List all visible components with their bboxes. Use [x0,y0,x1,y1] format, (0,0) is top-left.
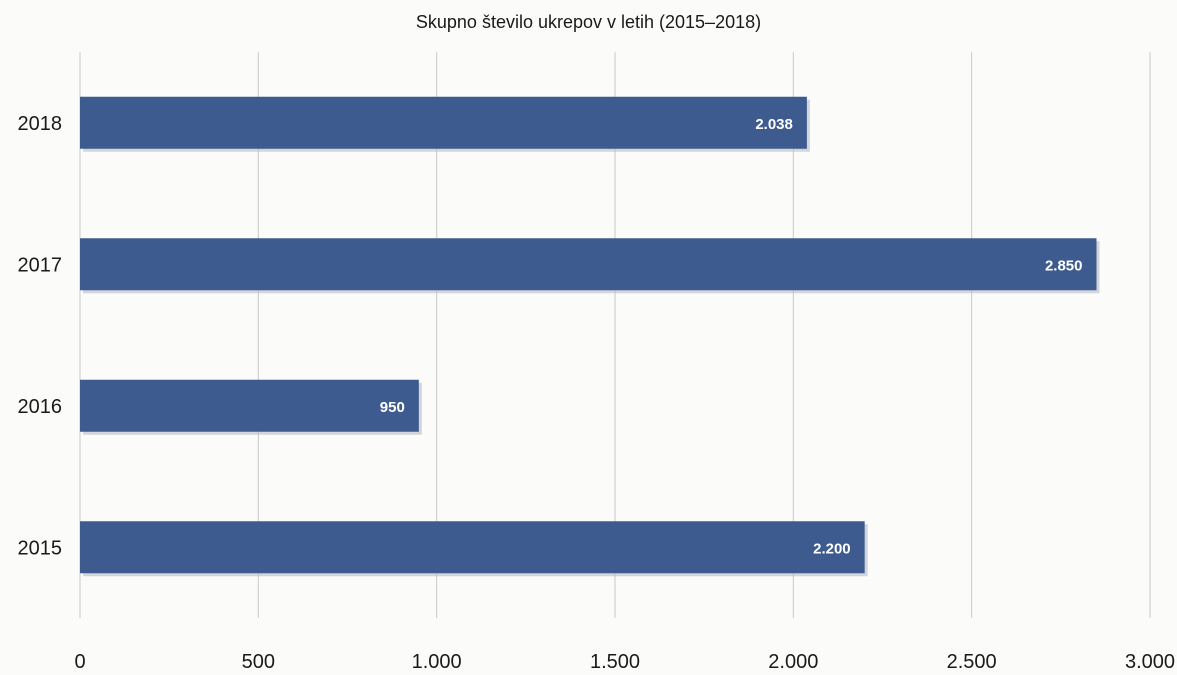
category-label-2016: 2016 [18,396,63,418]
data-label-2015: 2.200 [813,540,851,557]
data-label-2017: 2.850 [1045,257,1083,274]
label-layer: 2.200 950 2.850 2.038 [380,116,1083,558]
category-label-2018: 2018 [18,113,63,135]
bar-layer [80,96,1100,577]
x-tick-label: 500 [242,651,275,673]
bar-2015 [80,521,865,574]
x-tick-label: 2.500 [947,651,997,673]
x-tick-label: 0 [74,651,85,673]
chart-title: Skupno število ukrepov v letih (2015–201… [415,12,762,32]
x-tick-label: 1.000 [412,651,462,673]
category-label-2015: 2015 [18,537,63,559]
x-tick-label: 1.500 [590,651,640,673]
axis-layer: 0 500 1.000 1.500 2.000 2.500 3.000 2015 2016 201… [18,113,1176,673]
data-label-2018: 2.038 [755,116,793,133]
bar-2018 [80,96,807,149]
bar-2017 [80,238,1097,291]
data-label-2016: 950 [380,399,405,416]
x-tick-label: 2.000 [768,651,818,673]
bar-2016 [80,379,419,432]
x-tick-label: 3.000 [1125,651,1175,673]
category-label-2017: 2017 [18,254,63,276]
